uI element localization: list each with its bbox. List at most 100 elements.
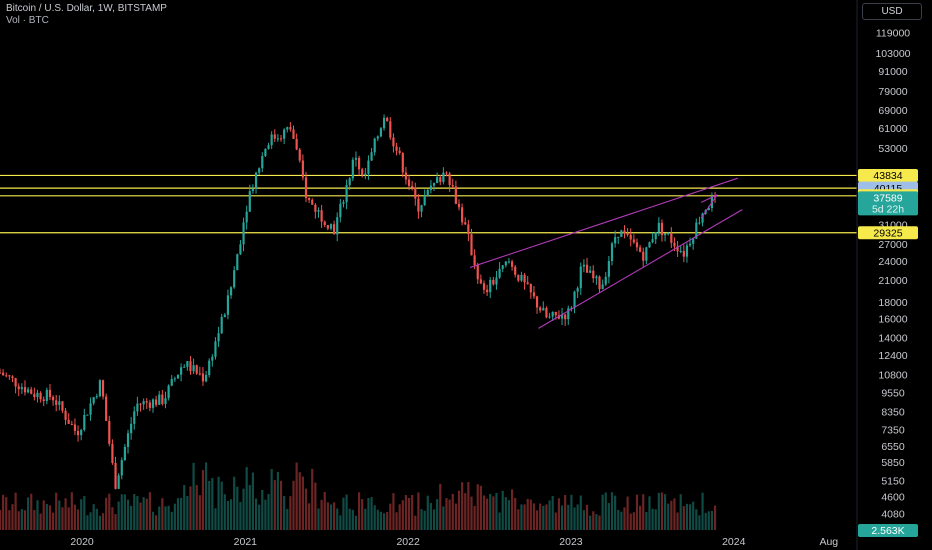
candle-body — [133, 411, 136, 424]
candle-body — [579, 266, 582, 289]
volume-bar — [695, 509, 698, 530]
candle-body — [504, 261, 507, 266]
candle-body — [48, 389, 52, 397]
volume-bar — [420, 509, 423, 530]
volume-bar — [648, 496, 651, 530]
candle-body — [685, 245, 689, 257]
candle-body — [95, 396, 98, 398]
channel-line — [700, 194, 718, 219]
volume-bar — [111, 507, 114, 530]
volume-bar — [395, 512, 398, 530]
volume-bar — [214, 508, 217, 530]
candle-body — [607, 260, 610, 277]
volume-bar — [301, 476, 304, 530]
volume-bar — [585, 504, 589, 530]
volume-bar — [8, 510, 11, 530]
y-tick-label: 4600 — [881, 491, 905, 503]
volume-bar — [204, 462, 208, 530]
volume-bar — [632, 512, 635, 530]
y-tick-label: 12400 — [878, 350, 907, 362]
price-axis[interactable]: 1350001190001030009100079000690006100053… — [856, 0, 932, 550]
volume-legend[interactable]: Vol · BTC — [6, 15, 49, 26]
trend-lines[interactable] — [469, 177, 743, 329]
volume-bar — [239, 502, 242, 530]
volume-bar — [564, 495, 567, 530]
volume-bars — [0, 462, 717, 530]
volume-bar — [457, 490, 461, 530]
candle-body — [151, 399, 155, 408]
volume-bar — [98, 515, 102, 530]
volume-bar — [476, 484, 479, 530]
candle-body — [108, 420, 111, 444]
volume-bar — [148, 492, 151, 530]
candle-body — [295, 138, 298, 150]
candle-body — [105, 396, 108, 421]
volume-bar — [142, 497, 145, 530]
volume-bar — [220, 481, 223, 530]
volume-bar — [701, 492, 704, 530]
volume-bar — [479, 485, 482, 530]
candle-body — [101, 380, 105, 397]
volume-bar — [83, 496, 86, 530]
volume-bar — [623, 507, 626, 530]
candle-body — [320, 210, 323, 222]
volume-bar — [642, 494, 645, 530]
candle-body — [317, 210, 320, 212]
volume-bar — [663, 494, 667, 530]
candle-body — [286, 127, 289, 130]
candle-body — [8, 375, 11, 377]
candle-body — [339, 203, 342, 218]
volume-bar — [370, 497, 373, 530]
y-tick-label: 14000 — [878, 333, 907, 345]
volume-bar — [64, 498, 67, 530]
candle-body — [45, 389, 48, 402]
volume-bar — [539, 503, 542, 530]
volume-bar — [170, 511, 173, 530]
candle-body — [570, 307, 573, 309]
candle-body — [382, 117, 386, 129]
candle-body — [117, 475, 120, 489]
currency-button[interactable]: USD — [862, 3, 922, 20]
candle-body — [170, 379, 173, 386]
candle-body — [198, 373, 201, 375]
volume-bar — [114, 514, 117, 530]
candle-body — [526, 282, 529, 284]
time-axis[interactable]: 2020 2021 2022 2023 2024 Aug — [70, 536, 838, 548]
volume-bar — [245, 467, 248, 530]
candle-body — [348, 178, 351, 185]
volume-bar — [598, 515, 601, 530]
candle-body — [80, 429, 83, 436]
volume-bar — [86, 515, 89, 530]
volume-bar — [439, 483, 442, 530]
volume-bar — [414, 515, 417, 530]
candle-body — [130, 423, 133, 434]
candle-body — [73, 424, 77, 431]
candle-body — [120, 460, 123, 476]
candle-body — [551, 311, 554, 317]
volume-bar — [657, 492, 660, 530]
volume-bar — [351, 509, 354, 530]
candle-body — [623, 230, 626, 234]
candle-body — [576, 288, 579, 292]
candle-body — [83, 414, 86, 430]
volume-bar — [361, 499, 364, 530]
volume-bar — [692, 501, 695, 530]
symbol-title[interactable]: Bitcoin / U.S. Dollar, 1W, BITSTAMP — [6, 3, 167, 14]
volume-bar — [258, 504, 261, 530]
candle-body — [539, 307, 542, 311]
candle-body — [535, 296, 539, 308]
candle-body — [648, 242, 651, 248]
candle-body — [223, 314, 226, 317]
candle-body — [564, 314, 567, 320]
candle-body — [610, 243, 614, 261]
candle-body — [620, 230, 623, 237]
volume-bar — [451, 493, 454, 530]
y-tick-label: 6550 — [881, 441, 905, 453]
candle-body — [233, 270, 236, 288]
volume-bar — [348, 508, 351, 530]
channel-line — [469, 177, 738, 268]
candle-body — [482, 283, 486, 290]
candle-body — [264, 148, 267, 156]
